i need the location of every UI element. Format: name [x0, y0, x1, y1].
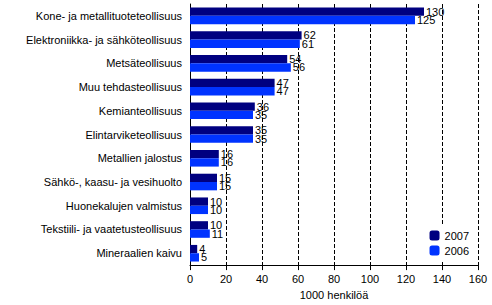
- svg-text:0: 0: [187, 273, 193, 285]
- svg-text:20: 20: [220, 273, 232, 285]
- svg-text:100: 100: [361, 273, 379, 285]
- svg-text:61: 61: [302, 38, 314, 50]
- svg-text:2006: 2006: [445, 245, 469, 257]
- svg-text:10: 10: [210, 204, 222, 216]
- svg-text:Kemianteollisuus: Kemianteollisuus: [99, 105, 183, 117]
- svg-text:Tekstiili- ja vaatetusteollisu: Tekstiili- ja vaatetusteollisuus: [41, 223, 183, 235]
- svg-text:16: 16: [221, 156, 233, 168]
- svg-text:80: 80: [328, 273, 340, 285]
- svg-text:62: 62: [303, 29, 316, 42]
- svg-text:Mineraalien kaivu: Mineraalien kaivu: [96, 247, 182, 259]
- svg-text:2007: 2007: [445, 230, 469, 242]
- svg-text:15: 15: [219, 171, 232, 184]
- svg-text:35: 35: [255, 133, 267, 145]
- svg-text:1000 henkilöä: 1000 henkilöä: [300, 289, 369, 301]
- svg-text:Elintarviketeollisuus: Elintarviketeollisuus: [85, 129, 182, 141]
- svg-text:130: 130: [426, 5, 445, 18]
- svg-text:125: 125: [417, 14, 435, 26]
- svg-text:35: 35: [255, 109, 267, 121]
- svg-text:15: 15: [219, 180, 231, 192]
- svg-text:56: 56: [293, 61, 305, 73]
- svg-text:Muu tehdasteollisuus: Muu tehdasteollisuus: [79, 81, 183, 93]
- svg-text:11: 11: [212, 228, 223, 240]
- svg-text:Kone- ja metallituoteteollisuu: Kone- ja metallituoteteollisuus: [36, 10, 183, 22]
- svg-text:Elektroniikka- ja sähköteollis: Elektroniikka- ja sähköteollisuus: [26, 34, 182, 46]
- svg-text:40: 40: [256, 273, 268, 285]
- svg-text:60: 60: [292, 273, 304, 285]
- svg-text:47: 47: [276, 76, 289, 89]
- svg-text:10: 10: [210, 219, 223, 232]
- svg-text:36: 36: [256, 100, 269, 113]
- svg-text:160: 160: [469, 273, 487, 285]
- svg-text:10: 10: [210, 195, 223, 208]
- svg-text:Sähkö-, kaasu- ja vesihuolto: Sähkö-, kaasu- ja vesihuolto: [44, 176, 182, 188]
- svg-text:140: 140: [433, 273, 451, 285]
- svg-text:47: 47: [277, 85, 289, 97]
- svg-text:35: 35: [255, 124, 268, 137]
- svg-text:Metallien jalostus: Metallien jalostus: [98, 152, 183, 164]
- svg-text:Metsäteollisuus: Metsäteollisuus: [106, 57, 182, 69]
- svg-text:Huonekalujen valmistus: Huonekalujen valmistus: [66, 200, 183, 212]
- svg-text:4: 4: [199, 243, 206, 256]
- svg-text:16: 16: [220, 148, 234, 161]
- svg-text:120: 120: [397, 273, 415, 285]
- svg-text:5: 5: [201, 251, 207, 263]
- svg-text:54: 54: [289, 53, 302, 66]
